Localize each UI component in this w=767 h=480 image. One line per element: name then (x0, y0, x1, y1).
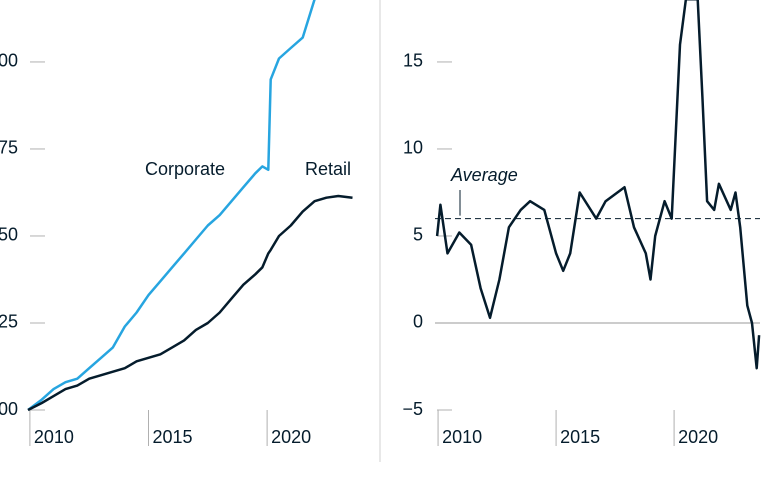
series-label: Retail (305, 159, 351, 179)
series-line (435, 0, 761, 370)
x-tick-label: 2020 (678, 427, 718, 447)
y-tick-label: 25 (0, 312, 18, 332)
series-label: Corporate (145, 159, 225, 179)
x-tick-label: 2015 (153, 427, 193, 447)
y-tick-label: 10 (403, 138, 423, 158)
y-tick-label: 00 (0, 51, 18, 71)
y-tick-label: 5 (413, 225, 423, 245)
y-tick-label: 00 (0, 399, 18, 419)
series-line (27, 194, 353, 412)
y-tick-label: −5 (402, 399, 423, 419)
x-tick-label: 2020 (271, 427, 311, 447)
series-line (27, 0, 316, 411)
y-tick-label: 0 (413, 312, 423, 332)
x-tick-label: 2010 (34, 427, 74, 447)
y-tick-label: 50 (0, 225, 18, 245)
average-label: Average (450, 165, 518, 185)
plot-area (435, 0, 761, 370)
y-tick-label: 15 (403, 51, 423, 71)
y-tick-label: 75 (0, 138, 18, 158)
x-tick-label: 2015 (560, 427, 600, 447)
x-tick-label: 2010 (442, 427, 482, 447)
plot-area (27, 0, 353, 412)
